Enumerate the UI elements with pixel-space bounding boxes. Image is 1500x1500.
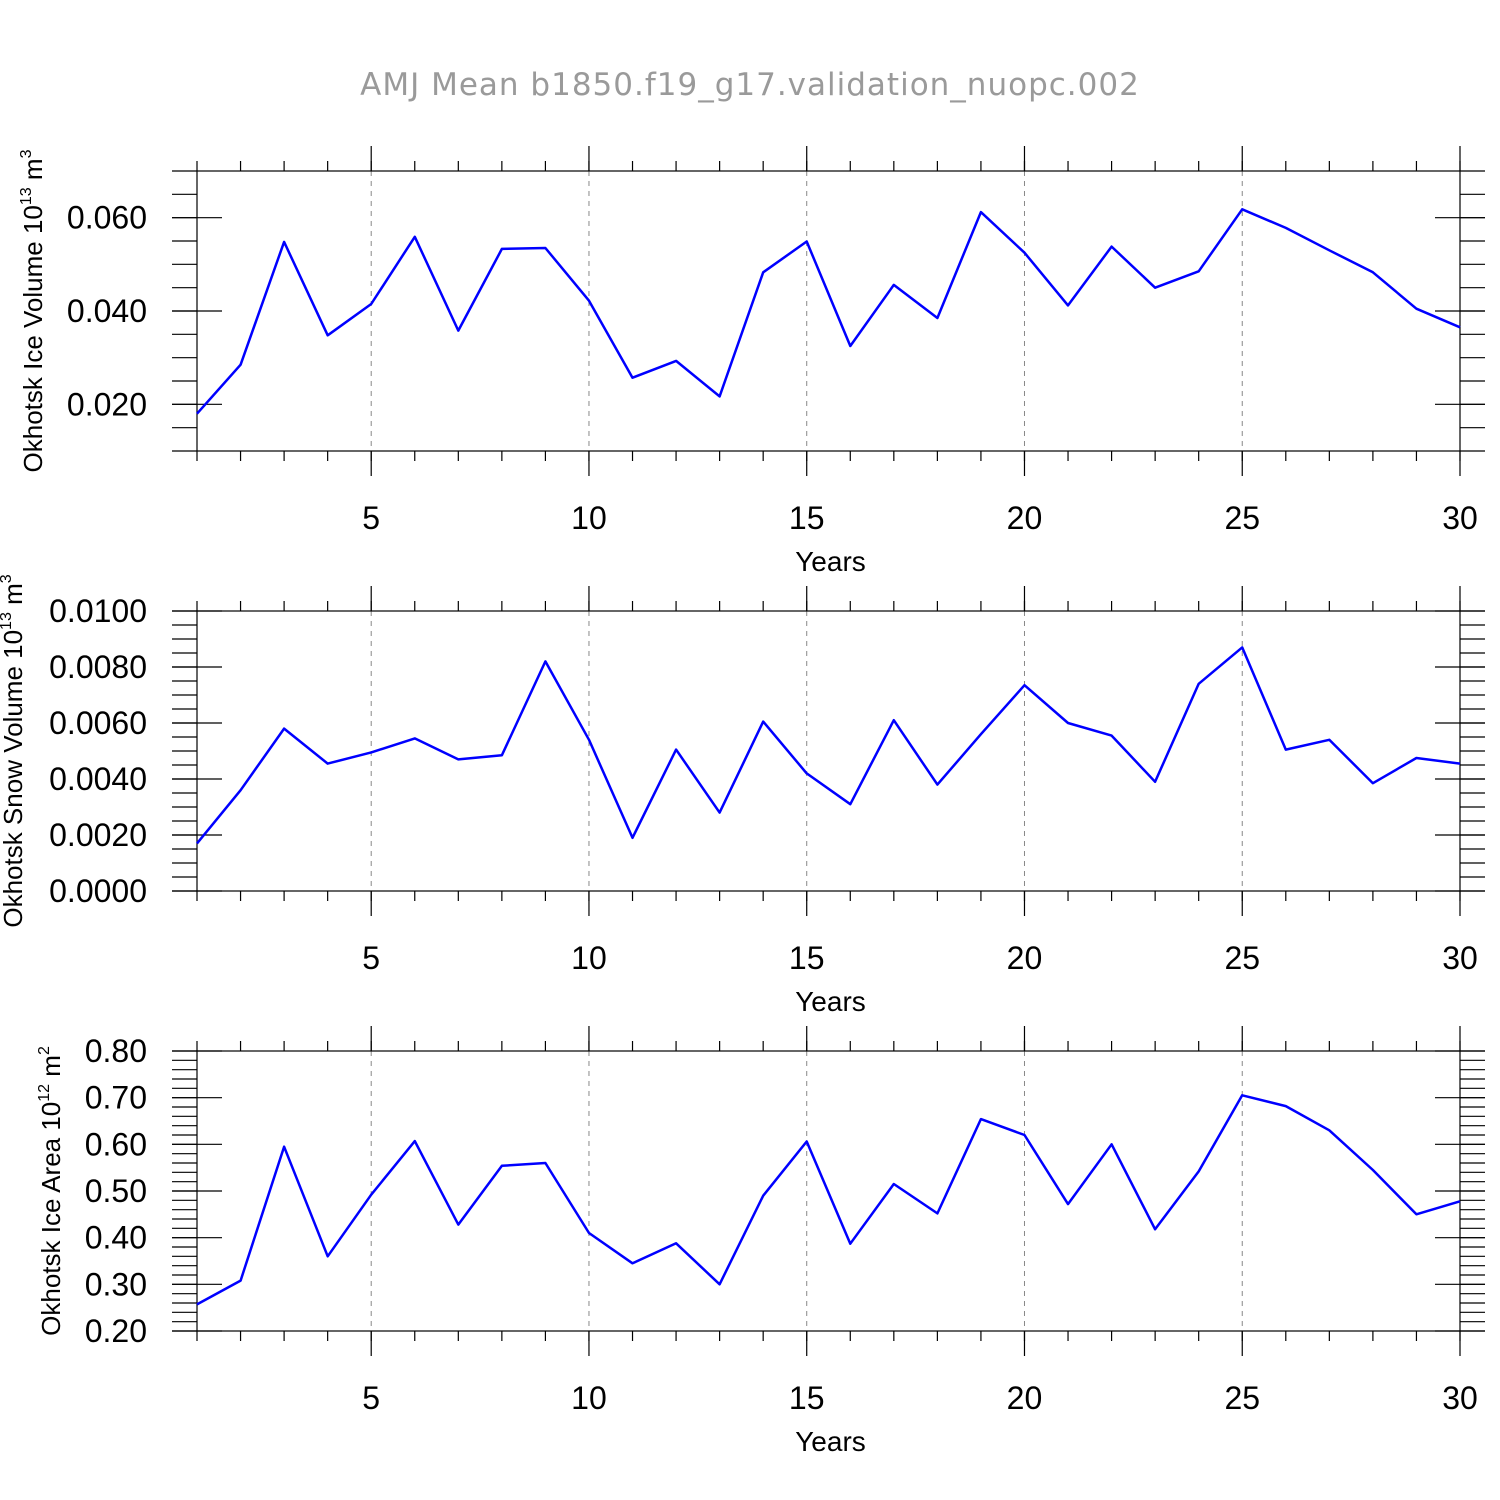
series-line [196,1094,1461,1306]
x-tick-label: 15 [789,500,825,536]
y-tick-label: 0.0040 [49,761,147,797]
x-tick-label: 20 [1007,940,1043,976]
x-axis-title: Years [795,1426,866,1457]
x-tick-label: 20 [1007,1380,1043,1416]
plot-frame [196,170,1461,452]
y-tick-label: 0.0080 [49,649,147,685]
y-axis-title: Okhotsk Ice Area 1012 m2 [36,1046,66,1336]
panel-2: 5 10 15 20 25 30 0.0000 0.0020 0.0040 0.0060 0.008… [0,574,1485,1017]
x-tick-label: 20 [1007,500,1043,536]
y-axis-title-part: Okhotsk Ice Volume 10 [18,205,48,472]
y-tick-label: 0.80 [85,1033,147,1069]
series-line [196,208,1461,415]
x-tick-label: 5 [362,940,380,976]
y-axis-title-part: m [0,583,28,612]
x-axis-title: Years [795,986,866,1017]
y-tick-label: 0.0020 [49,817,147,853]
y-axis-title-superscript: 2 [36,1046,53,1055]
y-axis-title-superscript: 13 [0,612,15,630]
y-axis-title-superscript: 12 [36,1084,53,1102]
x-tick-label: 10 [571,940,607,976]
y-axis-title-part: Okhotsk Ice Area 10 [36,1102,66,1336]
y-tick-label: 0.020 [67,386,147,422]
y-tick-label: 0.0060 [49,705,147,741]
series-line [196,646,1461,845]
figure-title: AMJ Mean b1850.f19_g17.validation_nuopc.… [360,67,1140,103]
x-tick-label: 25 [1224,940,1260,976]
x-tick-label: 30 [1442,940,1478,976]
x-tick-label: 10 [571,500,607,536]
panel-1: 5 10 15 20 25 30 0.020 0.040 0.060 Years Okhotsk I… [18,146,1485,577]
x-tick-label: 30 [1442,500,1478,536]
y-tick-label: 0.30 [85,1266,147,1302]
y-tick-label: 0.0100 [49,593,147,629]
y-tick-label: 0.040 [67,293,147,329]
y-axis-title: Okhotsk Ice Volume 1013 m3 [18,149,48,472]
plot-frame [196,610,1461,892]
y-tick-label: 0.40 [85,1220,147,1256]
panel-3: 5 10 15 20 25 30 0.20 0.30 0.40 0.50 0.60 0.70 0.80 Y… [36,1026,1485,1457]
y-axis-title: Okhotsk Snow Volume 1013 m3 [0,574,28,927]
x-axis-title: Years [795,546,866,577]
y-axis-title-superscript: 3 [0,574,15,583]
x-tick-label: 15 [789,940,825,976]
y-tick-label: 0.60 [85,1126,147,1162]
plot-frame [196,1050,1461,1332]
y-axis-title-part: m [36,1055,66,1084]
x-tick-label: 25 [1224,500,1260,536]
x-tick-label: 10 [571,1380,607,1416]
x-tick-label: 5 [362,1380,380,1416]
x-tick-label: 25 [1224,1380,1260,1416]
x-tick-label: 30 [1442,1380,1478,1416]
y-axis-title-superscript: 13 [18,187,35,205]
y-axis-title-part: Okhotsk Snow Volume 10 [0,630,28,928]
y-tick-label: 0.0000 [49,873,147,909]
y-tick-label: 0.20 [85,1313,147,1349]
x-tick-label: 15 [789,1380,825,1416]
y-axis-title-part: m [18,158,48,187]
y-tick-label: 0.060 [67,200,147,236]
y-axis-title-superscript: 3 [18,149,35,158]
y-tick-label: 0.50 [85,1173,147,1209]
x-tick-label: 5 [362,500,380,536]
y-tick-label: 0.70 [85,1080,147,1116]
